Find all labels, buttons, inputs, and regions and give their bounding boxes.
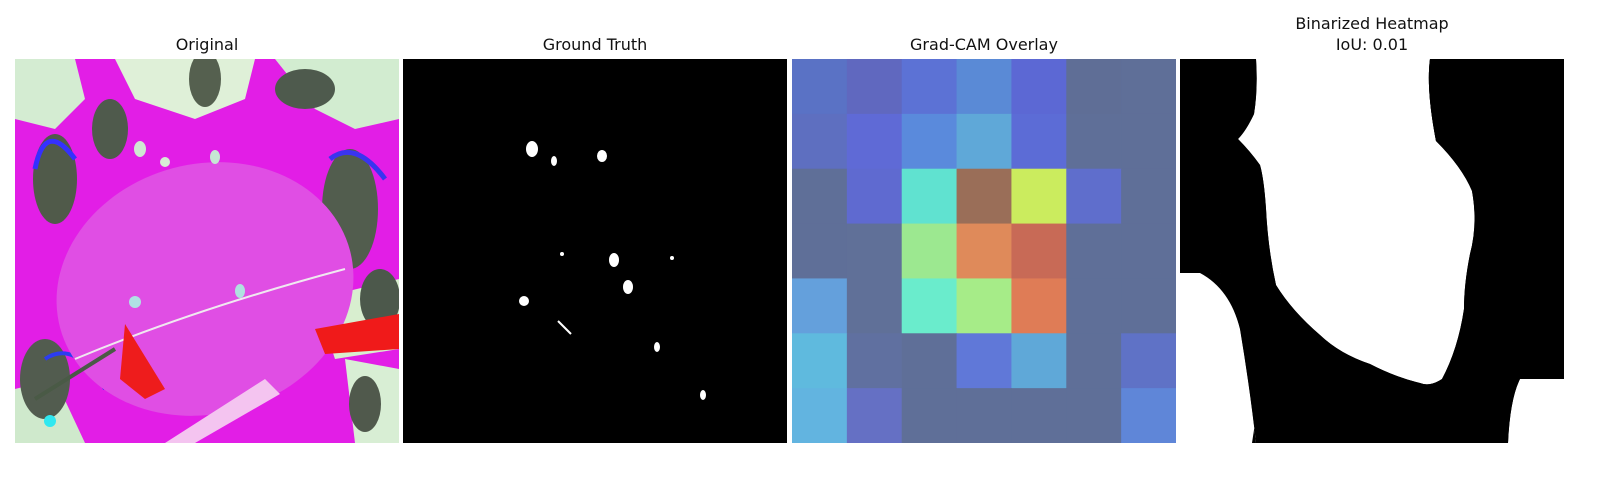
gradcam-cell xyxy=(846,278,903,334)
gradcam-cell xyxy=(1011,278,1067,334)
gradcam-cell xyxy=(846,333,903,389)
ground-truth-mask xyxy=(403,59,787,443)
gradcam-cell xyxy=(846,168,903,225)
gradcam-cell xyxy=(846,59,903,115)
gradcam-cell xyxy=(792,388,848,443)
gradcam-cell xyxy=(1121,168,1176,225)
panel-original: Original xyxy=(15,0,399,500)
gradcam-cell xyxy=(956,59,1012,115)
panel-gradcam-overlay: Grad-CAM Overlay xyxy=(792,0,1176,500)
original-image xyxy=(15,59,399,443)
gradcam-cell xyxy=(1066,278,1122,334)
gradcam-cell xyxy=(901,59,958,115)
gradcam-cell xyxy=(792,113,848,170)
gradcam-cell xyxy=(1066,223,1122,279)
gradcam-cell xyxy=(792,333,848,389)
panel-binarized-heatmap: Binarized Heatmap IoU: 0.01 xyxy=(1180,0,1564,500)
panel-ground-truth: Ground Truth xyxy=(403,0,787,500)
gradcam-cell xyxy=(901,278,958,334)
gradcam-cell xyxy=(846,223,903,279)
gradcam-cell xyxy=(1011,113,1067,170)
gradcam-cell xyxy=(1121,388,1176,443)
gradcam-cell xyxy=(1011,168,1067,225)
gradcam-heatmap xyxy=(792,59,1176,443)
gradcam-cell xyxy=(1066,333,1122,389)
panel-title-gradcam: Grad-CAM Overlay xyxy=(910,35,1058,54)
gradcam-cell xyxy=(1011,59,1067,115)
binarized-mask-svg xyxy=(1180,59,1564,443)
binarized-mask xyxy=(1180,59,1564,443)
gradcam-cell xyxy=(792,59,848,115)
iou-score: IoU: 0.01 xyxy=(1335,35,1409,54)
gradcam-cell xyxy=(1121,333,1176,389)
gradcam-cell xyxy=(901,223,958,279)
panel-title-original: Original xyxy=(175,35,239,54)
gradcam-cell xyxy=(846,388,903,443)
gradcam-cell xyxy=(1121,278,1176,334)
original-image-svg xyxy=(15,59,399,443)
gradcam-cell xyxy=(1011,223,1067,279)
gradcam-cell xyxy=(956,333,1012,389)
gradcam-cell xyxy=(846,113,903,170)
gradcam-cell xyxy=(901,168,958,225)
panel-title-binarized: Binarized Heatmap xyxy=(1295,14,1449,33)
gradcam-cell xyxy=(901,113,958,170)
ground-truth-mask-svg xyxy=(403,59,787,443)
gradcam-cell xyxy=(956,223,1012,279)
panel-title-ground-truth: Ground Truth xyxy=(542,35,648,54)
gradcam-cell xyxy=(956,168,1012,225)
gradcam-cell xyxy=(792,278,848,334)
gradcam-cell xyxy=(1121,113,1176,170)
gradcam-heatmap-svg xyxy=(792,59,1176,443)
gradcam-cell xyxy=(1011,333,1067,389)
gradcam-cell xyxy=(792,223,848,279)
gradcam-cell xyxy=(956,278,1012,334)
gradcam-cell xyxy=(956,113,1012,170)
gradcam-cell xyxy=(792,168,848,225)
gradcam-cell xyxy=(901,333,958,389)
gradcam-cell xyxy=(1066,168,1122,225)
gradcam-cell xyxy=(1066,388,1122,443)
gradcam-cell xyxy=(901,388,958,443)
gradcam-cell xyxy=(1066,59,1122,115)
gradcam-cell xyxy=(956,388,1012,443)
gradcam-cell xyxy=(1121,223,1176,279)
gradcam-cell xyxy=(1011,388,1067,443)
gradcam-cell xyxy=(1121,59,1176,115)
gradcam-cell xyxy=(1066,113,1122,170)
